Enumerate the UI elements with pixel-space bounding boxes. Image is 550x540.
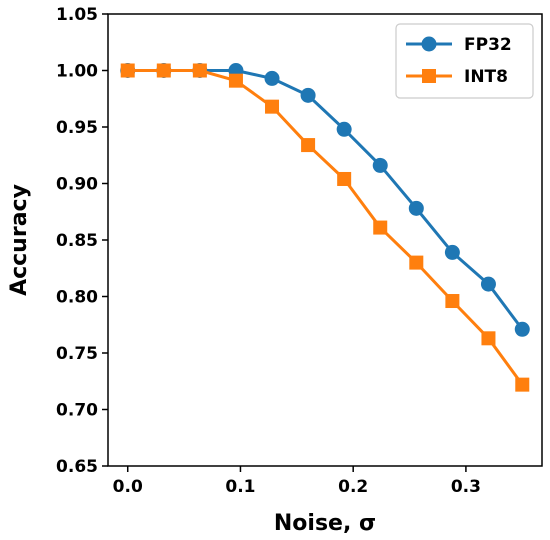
data-point-fp32: [300, 87, 316, 103]
data-point-int8: [120, 63, 135, 78]
legend-entry-fp32: FP32: [406, 35, 512, 55]
data-point-int8: [156, 63, 171, 78]
data-point-fp32: [336, 121, 352, 137]
x-tick-label: 0.0: [113, 477, 143, 497]
y-tick-label: 0.95: [56, 118, 98, 138]
y-tick-label: 0.90: [56, 175, 98, 195]
data-point-int8: [265, 99, 280, 114]
data-point-int8: [301, 138, 316, 153]
y-tick-label: 0.70: [56, 401, 98, 421]
axis-ticks: 0.0 0.1 0.2 0.3 0.65 0.70 0.75 0.80 0.85 0.90 0.95…: [56, 5, 481, 497]
y-tick-label: 1.00: [56, 62, 98, 82]
plot-area: [120, 63, 530, 392]
legend-marker-int8: [422, 69, 436, 83]
data-point-int8: [481, 331, 496, 346]
x-tick-label: 0.2: [338, 477, 368, 497]
data-point-fp32: [444, 244, 460, 260]
legend-marker-fp32: [421, 36, 437, 52]
data-point-int8: [373, 220, 388, 235]
data-point-int8: [337, 171, 352, 186]
data-point-int8: [409, 255, 424, 270]
legend-label-fp32: FP32: [464, 35, 512, 55]
legend-label-int8: INT8: [464, 67, 508, 87]
y-tick-label: 0.75: [56, 344, 98, 364]
y-tick-label: 0.85: [56, 231, 98, 251]
x-tick-label: 0.3: [451, 477, 481, 497]
data-point-fp32: [514, 321, 530, 337]
data-point-int8: [445, 294, 460, 309]
plot-frame: [107, 13, 543, 467]
x-tick-label: 0.1: [225, 477, 255, 497]
data-point-fp32: [264, 70, 280, 86]
legend: FP32 INT8: [395, 23, 534, 99]
y-tick-label: 1.05: [56, 5, 98, 25]
data-point-int8: [228, 73, 243, 88]
legend-entry-int8: INT8: [406, 67, 508, 87]
y-tick-label: 0.65: [56, 457, 98, 477]
y-tick-label: 0.80: [56, 288, 98, 308]
data-point-int8: [515, 377, 530, 392]
y-axis-title: Accuracy: [7, 184, 32, 296]
x-axis-title: Noise, σ: [274, 511, 376, 536]
data-point-fp32: [408, 200, 424, 216]
data-point-int8: [192, 63, 207, 78]
data-point-fp32: [372, 157, 388, 173]
data-point-fp32: [480, 276, 496, 292]
series-int8: [120, 63, 530, 392]
